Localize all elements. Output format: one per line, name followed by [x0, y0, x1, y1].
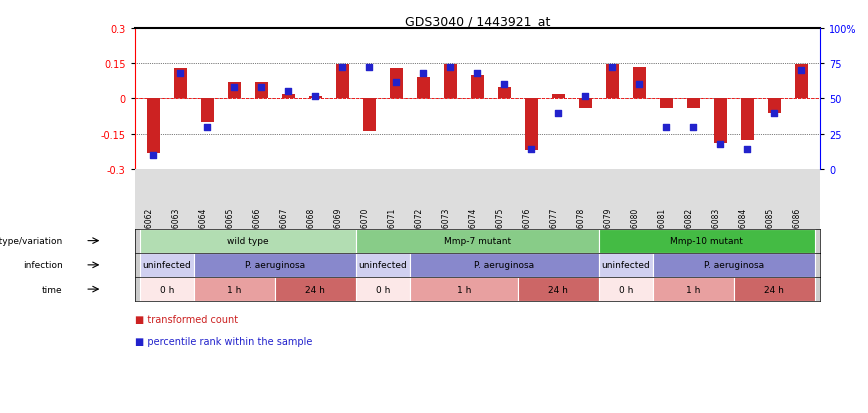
- Point: [308, 93, 322, 100]
- Point: [687, 124, 700, 131]
- Bar: [254, 83, 268, 99]
- Point: [254, 85, 268, 91]
- Bar: [767, 99, 781, 113]
- Bar: [606, 65, 619, 99]
- Text: 1 h: 1 h: [687, 285, 700, 294]
- Text: wild type: wild type: [227, 237, 269, 245]
- Bar: [140, 229, 356, 253]
- Bar: [518, 277, 599, 301]
- Point: [794, 68, 808, 74]
- Bar: [147, 99, 161, 153]
- Bar: [599, 229, 815, 253]
- Text: 1 h: 1 h: [457, 285, 471, 294]
- Point: [633, 82, 647, 88]
- Text: 24 h: 24 h: [549, 285, 569, 294]
- Point: [524, 147, 538, 153]
- Point: [767, 110, 781, 116]
- Bar: [356, 253, 410, 277]
- Point: [147, 152, 161, 159]
- Bar: [660, 99, 673, 109]
- Bar: [227, 83, 241, 99]
- Point: [606, 65, 620, 71]
- Text: ■ percentile rank within the sample: ■ percentile rank within the sample: [135, 337, 312, 347]
- Bar: [599, 253, 653, 277]
- Bar: [633, 68, 646, 99]
- Bar: [275, 277, 356, 301]
- Text: Mmp-7 mutant: Mmp-7 mutant: [444, 237, 511, 245]
- Bar: [444, 65, 457, 99]
- Text: 0 h: 0 h: [376, 285, 390, 294]
- Bar: [733, 277, 815, 301]
- Bar: [194, 277, 275, 301]
- Bar: [140, 277, 194, 301]
- Text: 24 h: 24 h: [765, 285, 785, 294]
- Bar: [794, 65, 808, 99]
- Bar: [363, 99, 376, 132]
- Text: Mmp-10 mutant: Mmp-10 mutant: [670, 237, 743, 245]
- Bar: [336, 64, 349, 99]
- Bar: [524, 99, 538, 151]
- Bar: [174, 69, 187, 99]
- Point: [417, 71, 431, 77]
- Point: [390, 79, 404, 85]
- Bar: [390, 69, 403, 99]
- Bar: [140, 253, 194, 277]
- Bar: [356, 277, 410, 301]
- Bar: [410, 253, 599, 277]
- Point: [713, 141, 727, 147]
- Text: 0 h: 0 h: [619, 285, 633, 294]
- Point: [335, 65, 349, 71]
- Text: uninfected: uninfected: [358, 261, 407, 270]
- Text: P. aeruginosa: P. aeruginosa: [245, 261, 305, 270]
- Text: P. aeruginosa: P. aeruginosa: [474, 261, 535, 270]
- Point: [470, 71, 484, 77]
- Point: [444, 65, 457, 71]
- Point: [281, 89, 295, 95]
- Point: [227, 85, 241, 91]
- Bar: [579, 99, 592, 109]
- Bar: [356, 229, 599, 253]
- Bar: [470, 76, 484, 99]
- Point: [201, 124, 214, 131]
- Text: uninfected: uninfected: [142, 261, 191, 270]
- Bar: [687, 99, 700, 109]
- Bar: [740, 99, 754, 140]
- Bar: [194, 253, 356, 277]
- Bar: [309, 97, 322, 99]
- Text: ■ transformed count: ■ transformed count: [135, 314, 238, 324]
- Bar: [599, 277, 653, 301]
- Point: [174, 71, 187, 77]
- Bar: [410, 277, 518, 301]
- Bar: [653, 253, 815, 277]
- Bar: [417, 78, 431, 99]
- Text: time: time: [42, 285, 62, 294]
- Bar: [713, 99, 727, 144]
- Point: [497, 82, 511, 88]
- Bar: [552, 95, 565, 99]
- Bar: [201, 99, 214, 123]
- Point: [740, 147, 754, 153]
- Text: 24 h: 24 h: [306, 285, 326, 294]
- Text: genotype/variation: genotype/variation: [0, 237, 62, 245]
- Text: infection: infection: [23, 261, 62, 270]
- Point: [363, 65, 377, 71]
- Point: [660, 124, 674, 131]
- Bar: [653, 277, 733, 301]
- Title: GDS3040 / 1443921_at: GDS3040 / 1443921_at: [404, 15, 550, 28]
- Bar: [282, 95, 295, 99]
- Text: uninfected: uninfected: [602, 261, 650, 270]
- Text: 1 h: 1 h: [227, 285, 241, 294]
- Point: [578, 93, 592, 100]
- Text: 0 h: 0 h: [160, 285, 174, 294]
- Text: P. aeruginosa: P. aeruginosa: [704, 261, 764, 270]
- Point: [551, 110, 565, 116]
- Bar: [497, 88, 511, 99]
